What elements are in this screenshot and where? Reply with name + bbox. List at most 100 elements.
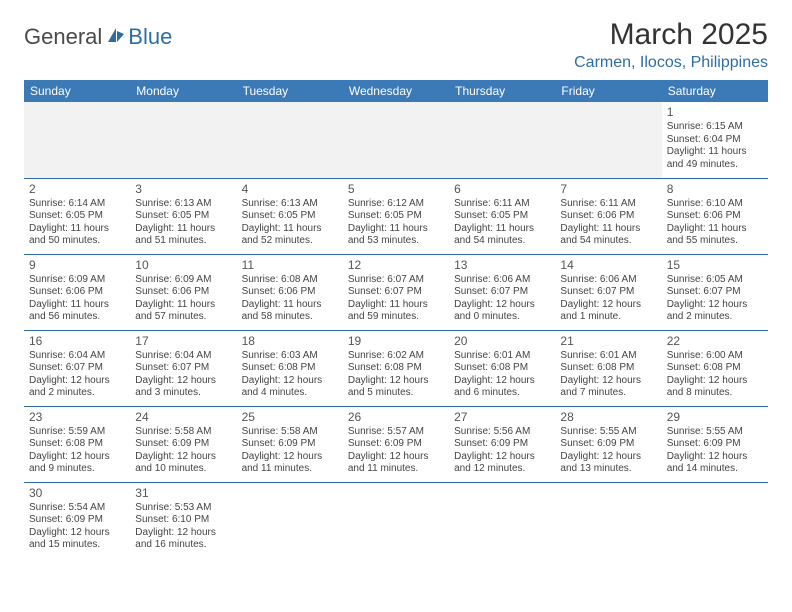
sunset-text: Sunset: 6:07 PM (29, 362, 125, 375)
sunset-text: Sunset: 6:06 PM (29, 286, 125, 299)
day-number: 30 (29, 486, 125, 501)
sunset-text: Sunset: 6:09 PM (667, 438, 763, 451)
day-number: 23 (29, 410, 125, 425)
logo: GeneralBlue (24, 18, 172, 50)
sunset-text: Sunset: 6:05 PM (348, 210, 444, 223)
calendar-week-row: 16Sunrise: 6:04 AMSunset: 6:07 PMDayligh… (24, 330, 768, 406)
daylight-text: Daylight: 12 hours and 14 minutes. (667, 451, 763, 476)
logo-text-general: General (24, 24, 102, 50)
sunrise-text: Sunrise: 6:06 AM (560, 274, 656, 287)
day-number: 20 (454, 334, 550, 349)
logo-sail-icon (106, 24, 126, 50)
dayname-header: Thursday (449, 80, 555, 102)
day-number: 17 (135, 334, 231, 349)
day-number: 7 (560, 182, 656, 197)
calendar-day-cell: 25Sunrise: 5:58 AMSunset: 6:09 PMDayligh… (237, 406, 343, 482)
sunrise-text: Sunrise: 6:07 AM (348, 274, 444, 287)
day-number: 5 (348, 182, 444, 197)
sunrise-text: Sunrise: 6:05 AM (667, 274, 763, 287)
calendar-week-row: 23Sunrise: 5:59 AMSunset: 6:08 PMDayligh… (24, 406, 768, 482)
sunrise-text: Sunrise: 6:09 AM (29, 274, 125, 287)
sunrise-text: Sunrise: 5:56 AM (454, 426, 550, 439)
daylight-text: Daylight: 11 hours and 52 minutes. (242, 223, 338, 248)
sunset-text: Sunset: 6:05 PM (135, 210, 231, 223)
page-header: GeneralBlue March 2025 Carmen, Ilocos, P… (24, 18, 768, 72)
sunrise-text: Sunrise: 6:08 AM (242, 274, 338, 287)
calendar-day-cell: 24Sunrise: 5:58 AMSunset: 6:09 PMDayligh… (130, 406, 236, 482)
sunrise-text: Sunrise: 6:13 AM (135, 198, 231, 211)
day-number: 16 (29, 334, 125, 349)
dayname-header: Friday (555, 80, 661, 102)
calendar-day-cell (343, 482, 449, 558)
sunset-text: Sunset: 6:09 PM (29, 514, 125, 527)
calendar-day-cell: 31Sunrise: 5:53 AMSunset: 6:10 PMDayligh… (130, 482, 236, 558)
calendar-day-cell (130, 102, 236, 178)
calendar-day-cell: 30Sunrise: 5:54 AMSunset: 6:09 PMDayligh… (24, 482, 130, 558)
calendar-day-cell: 17Sunrise: 6:04 AMSunset: 6:07 PMDayligh… (130, 330, 236, 406)
day-number: 24 (135, 410, 231, 425)
day-number: 22 (667, 334, 763, 349)
calendar-day-cell: 15Sunrise: 6:05 AMSunset: 6:07 PMDayligh… (662, 254, 768, 330)
dayname-header: Wednesday (343, 80, 449, 102)
calendar-day-cell: 18Sunrise: 6:03 AMSunset: 6:08 PMDayligh… (237, 330, 343, 406)
daylight-text: Daylight: 12 hours and 6 minutes. (454, 375, 550, 400)
daylight-text: Daylight: 12 hours and 12 minutes. (454, 451, 550, 476)
calendar-day-cell: 14Sunrise: 6:06 AMSunset: 6:07 PMDayligh… (555, 254, 661, 330)
calendar-week-row: 9Sunrise: 6:09 AMSunset: 6:06 PMDaylight… (24, 254, 768, 330)
sunrise-text: Sunrise: 5:58 AM (135, 426, 231, 439)
sunset-text: Sunset: 6:05 PM (29, 210, 125, 223)
calendar-day-cell (237, 482, 343, 558)
sunrise-text: Sunrise: 5:54 AM (29, 502, 125, 515)
calendar-day-cell: 23Sunrise: 5:59 AMSunset: 6:08 PMDayligh… (24, 406, 130, 482)
day-number: 2 (29, 182, 125, 197)
day-number: 27 (454, 410, 550, 425)
calendar-day-cell: 20Sunrise: 6:01 AMSunset: 6:08 PMDayligh… (449, 330, 555, 406)
daylight-text: Daylight: 12 hours and 1 minute. (560, 299, 656, 324)
sunset-text: Sunset: 6:08 PM (29, 438, 125, 451)
sunset-text: Sunset: 6:09 PM (242, 438, 338, 451)
daylight-text: Daylight: 11 hours and 59 minutes. (348, 299, 444, 324)
day-number: 3 (135, 182, 231, 197)
sunrise-text: Sunrise: 6:11 AM (560, 198, 656, 211)
daylight-text: Daylight: 12 hours and 3 minutes. (135, 375, 231, 400)
sunrise-text: Sunrise: 5:55 AM (667, 426, 763, 439)
day-number: 10 (135, 258, 231, 273)
daylight-text: Daylight: 12 hours and 2 minutes. (29, 375, 125, 400)
sunrise-text: Sunrise: 5:55 AM (560, 426, 656, 439)
calendar-table: Sunday Monday Tuesday Wednesday Thursday… (24, 80, 768, 558)
sunset-text: Sunset: 6:09 PM (135, 438, 231, 451)
calendar-day-cell: 11Sunrise: 6:08 AMSunset: 6:06 PMDayligh… (237, 254, 343, 330)
day-number: 25 (242, 410, 338, 425)
daylight-text: Daylight: 12 hours and 4 minutes. (242, 375, 338, 400)
sunset-text: Sunset: 6:09 PM (454, 438, 550, 451)
calendar-day-cell: 2Sunrise: 6:14 AMSunset: 6:05 PMDaylight… (24, 178, 130, 254)
sunset-text: Sunset: 6:05 PM (242, 210, 338, 223)
daylight-text: Daylight: 11 hours and 51 minutes. (135, 223, 231, 248)
sunrise-text: Sunrise: 5:57 AM (348, 426, 444, 439)
sunset-text: Sunset: 6:06 PM (560, 210, 656, 223)
calendar-day-cell: 29Sunrise: 5:55 AMSunset: 6:09 PMDayligh… (662, 406, 768, 482)
sunset-text: Sunset: 6:06 PM (667, 210, 763, 223)
calendar-day-cell (24, 102, 130, 178)
calendar-day-cell: 16Sunrise: 6:04 AMSunset: 6:07 PMDayligh… (24, 330, 130, 406)
day-number: 9 (29, 258, 125, 273)
calendar-day-cell: 3Sunrise: 6:13 AMSunset: 6:05 PMDaylight… (130, 178, 236, 254)
calendar-day-cell: 28Sunrise: 5:55 AMSunset: 6:09 PMDayligh… (555, 406, 661, 482)
calendar-day-cell: 8Sunrise: 6:10 AMSunset: 6:06 PMDaylight… (662, 178, 768, 254)
dayname-header: Saturday (662, 80, 768, 102)
sunrise-text: Sunrise: 6:09 AM (135, 274, 231, 287)
dayname-header: Tuesday (237, 80, 343, 102)
sunrise-text: Sunrise: 6:02 AM (348, 350, 444, 363)
sunrise-text: Sunrise: 6:01 AM (454, 350, 550, 363)
daylight-text: Daylight: 12 hours and 11 minutes. (242, 451, 338, 476)
sunset-text: Sunset: 6:06 PM (242, 286, 338, 299)
daylight-text: Daylight: 12 hours and 2 minutes. (667, 299, 763, 324)
day-number: 26 (348, 410, 444, 425)
day-number: 15 (667, 258, 763, 273)
sunrise-text: Sunrise: 6:06 AM (454, 274, 550, 287)
calendar-day-cell: 5Sunrise: 6:12 AMSunset: 6:05 PMDaylight… (343, 178, 449, 254)
calendar-week-row: 1Sunrise: 6:15 AMSunset: 6:04 PMDaylight… (24, 102, 768, 178)
day-number: 13 (454, 258, 550, 273)
daylight-text: Daylight: 12 hours and 11 minutes. (348, 451, 444, 476)
daylight-text: Daylight: 12 hours and 15 minutes. (29, 527, 125, 552)
